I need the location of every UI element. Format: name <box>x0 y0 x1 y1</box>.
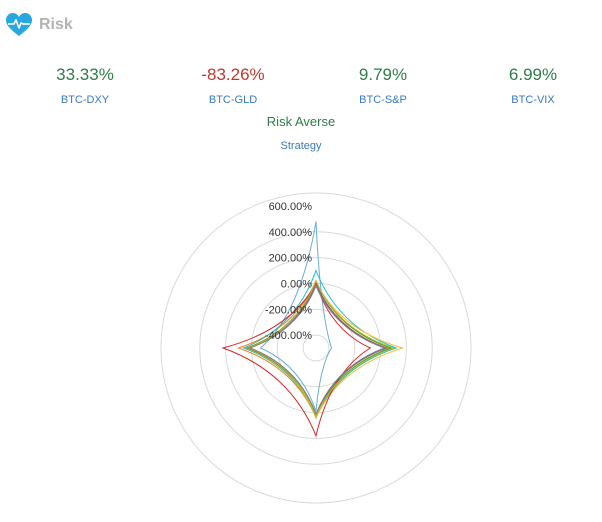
metric-label: BTC-VIX <box>511 94 555 106</box>
metric-btc-dxy: 33.33% BTC-DXY <box>20 64 150 106</box>
series-line-8 <box>247 279 396 418</box>
metric-value: 9.79% <box>358 65 408 84</box>
series-line-9 <box>248 284 388 416</box>
metric-value: 33.33% <box>56 65 114 84</box>
heartbeat-icon <box>6 13 32 36</box>
metric-btc-sp: 9.79% BTC-S&P <box>318 64 448 106</box>
metric-btc-vix: 6.99% BTC-VIX <box>468 64 598 106</box>
radial-tick-label: -200.00% <box>265 304 312 316</box>
metric-label: BTC-DXY <box>60 94 110 106</box>
radial-tick-label: -400.00% <box>265 330 312 342</box>
grid-circle <box>199 231 433 465</box>
chart-title: Risk Averse <box>266 114 336 129</box>
panel-title: Risk <box>39 16 73 33</box>
series-line-5 <box>246 282 389 417</box>
chart-subtitle: Strategy <box>280 140 322 152</box>
metrics-row: 33.33% BTC-DXY -83.26% BTC-GLD 9.79% BTC… <box>0 64 602 114</box>
metric-btc-gld: -83.26% BTC-GLD <box>168 64 298 106</box>
panel-header: Risk <box>6 10 73 40</box>
grid-circle <box>225 257 407 439</box>
grid-circle <box>276 308 356 388</box>
metric-label: BTC-S&P <box>359 94 407 106</box>
radial-tick-label: 200.00% <box>269 253 313 265</box>
grid-circle <box>250 282 382 414</box>
metric-value: 6.99% <box>508 65 558 84</box>
metric-value: -83.26% <box>201 65 265 84</box>
grid-circle <box>160 192 472 504</box>
grid-circle <box>302 334 330 362</box>
radial-tick-label: 600.00% <box>269 201 313 213</box>
radial-tick-label: 0.00% <box>281 278 312 290</box>
series-line-0 <box>259 221 333 412</box>
radial-tick-label: 400.00% <box>269 227 313 239</box>
metric-label: BTC-GLD <box>208 94 258 106</box>
series-line-6 <box>221 282 372 438</box>
